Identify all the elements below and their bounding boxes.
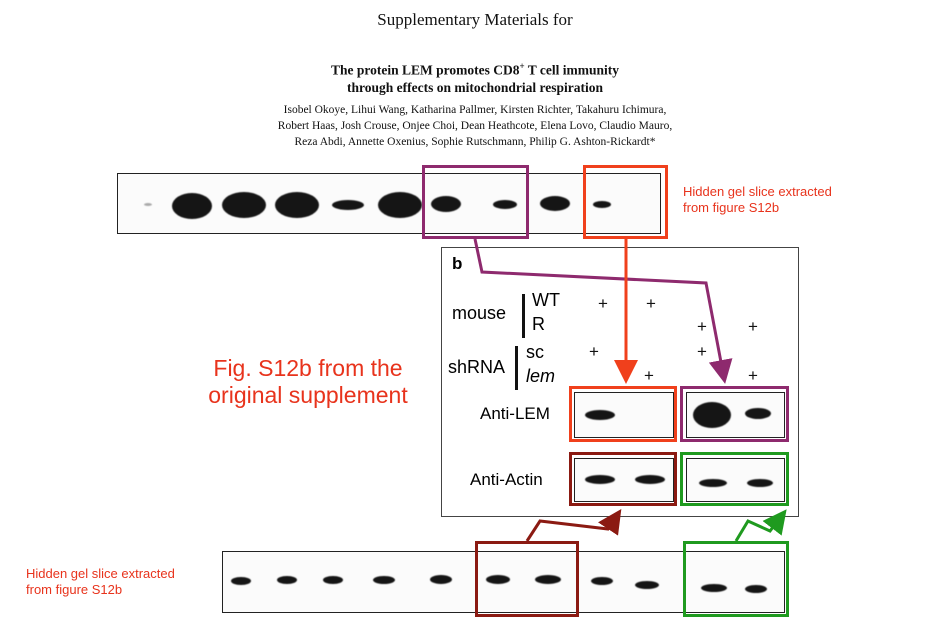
- top-gel-band: [493, 200, 517, 209]
- anti-lem-band: [585, 410, 615, 420]
- top-slice-note-line2: from figure S12b: [683, 200, 780, 215]
- figure-note-line2: original supplement: [208, 382, 408, 408]
- bottom-gel-band: [323, 576, 343, 584]
- anti-actin-blot-right: [686, 458, 785, 502]
- bottom-gel-band: [277, 576, 297, 584]
- genotype-wt-label: WT: [532, 290, 560, 310]
- top-gel-band: [275, 192, 319, 218]
- plus-sign: +: [598, 294, 608, 313]
- title-superscript: +: [519, 61, 525, 71]
- authors-line-3: Reza Abdi, Annette Oxenius, Sophie Rutsc…: [294, 136, 656, 148]
- author-list: Isobel Okoye, Lihui Wang, Katharina Pall…: [0, 102, 950, 150]
- anti-lem-blot-right: [686, 392, 785, 438]
- bottom-slice-note-line1: Hidden gel slice extracted: [26, 566, 175, 581]
- bottom-gel-band: [635, 581, 659, 589]
- anti-actin-band: [585, 475, 615, 484]
- supplement-heading: Supplementary Materials for: [377, 10, 573, 29]
- top-gel-band: [222, 192, 266, 218]
- top-gel-band: [332, 200, 364, 210]
- title-line1-pre: The protein LEM promotes CD8: [330, 62, 520, 78]
- green-connector-arrow: [734, 509, 787, 542]
- plus-sign: +: [644, 366, 654, 385]
- top-slice-purple-box: [422, 165, 529, 239]
- anti-actin-green-box: [680, 452, 789, 506]
- bottom-gel-slice: [222, 551, 785, 613]
- plus-sign: +: [748, 317, 758, 336]
- top-gel-band: [378, 192, 422, 218]
- anti-actin-dark-red-box: [569, 452, 677, 506]
- bottom-gel-band: [373, 576, 395, 584]
- authors-line-2: Robert Haas, Josh Crouse, Onjee Choi, De…: [277, 120, 673, 132]
- figure-note: Fig. S12b from the original supplement: [178, 355, 438, 409]
- shrna-bracket-bar: [515, 346, 518, 390]
- paper-title: The protein LEM promotes CD8+ T cell imm…: [0, 58, 950, 96]
- anti-lem-band: [745, 408, 771, 419]
- top-gel-slice: [117, 173, 661, 234]
- plus-sign: +: [748, 366, 758, 385]
- title-line2: through effects on mitochondrial respira…: [347, 79, 603, 95]
- bottom-gel-band: [486, 575, 510, 584]
- plus-sign: +: [646, 294, 656, 313]
- panel-label: b: [452, 254, 463, 273]
- anti-actin-band: [635, 475, 665, 484]
- bottom-gel-band: [591, 577, 613, 585]
- anti-lem-purple-box: [680, 386, 789, 442]
- figure-note-line1: Fig. S12b from the: [213, 355, 403, 381]
- bottom-slice-green-box: [683, 541, 789, 617]
- plus-sign: +: [697, 342, 707, 361]
- anti-actin-band: [699, 479, 727, 487]
- anti-actin-blot-left: [574, 458, 674, 502]
- top-slice-note: Hidden gel slice extracted from figure S…: [683, 184, 832, 216]
- bottom-gel-band: [701, 584, 727, 592]
- mouse-label: mouse: [452, 303, 507, 323]
- bottom-slice-note-line2: from figure S12b: [26, 582, 123, 597]
- bottom-gel-band: [231, 577, 251, 585]
- bottom-slice-note: Hidden gel slice extracted from figure S…: [26, 566, 175, 598]
- top-gel-band: [540, 196, 570, 211]
- bottom-slice-dark-red-box: [475, 541, 579, 617]
- shrna-lem-label: lem: [526, 366, 556, 386]
- top-gel-band: [593, 201, 611, 208]
- bottom-gel-band: [745, 585, 767, 593]
- top-gel-band: [431, 196, 461, 212]
- anti-actin-label: Anti-Actin: [470, 470, 543, 489]
- dark-red-connector-arrow: [525, 509, 622, 542]
- anti-lem-red-box: [569, 386, 677, 442]
- anti-lem-label: Anti-LEM: [480, 404, 550, 423]
- bottom-gel-band: [430, 575, 452, 584]
- anti-lem-blot-left: [574, 392, 674, 438]
- title-line1-post: T cell immunity: [524, 62, 620, 78]
- top-gel-band: [172, 193, 212, 219]
- bottom-gel-band: [535, 575, 561, 584]
- top-gel-band: [144, 203, 152, 206]
- authors-line-1: Isobel Okoye, Lihui Wang, Katharina Pall…: [283, 104, 667, 116]
- mouse-bracket-bar: [522, 294, 525, 338]
- plus-sign: +: [697, 317, 707, 336]
- genotype-r-label: R: [532, 314, 545, 334]
- anti-lem-band: [693, 402, 731, 428]
- top-slice-red-box: [583, 165, 668, 239]
- top-slice-note-line1: Hidden gel slice extracted: [683, 184, 832, 199]
- shrna-sc-label: sc: [526, 342, 544, 362]
- shrna-label: shRNA: [448, 357, 506, 377]
- anti-actin-band: [747, 479, 773, 487]
- plus-sign: +: [589, 342, 599, 361]
